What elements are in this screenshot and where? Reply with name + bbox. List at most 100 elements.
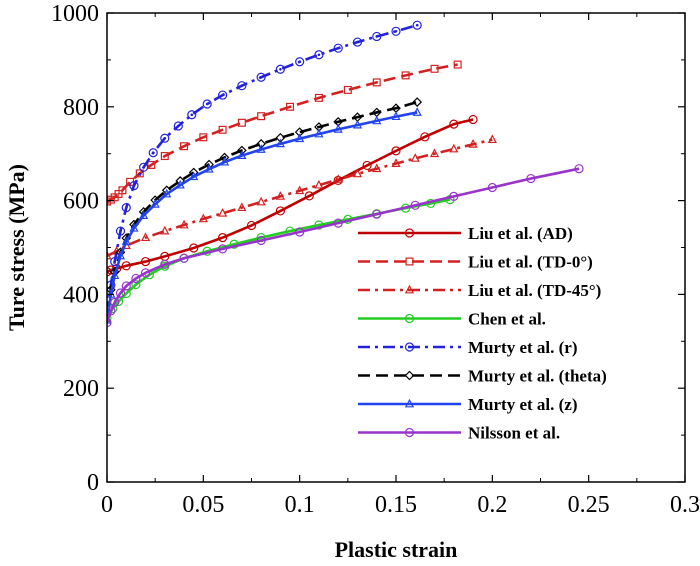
series-7 bbox=[107, 164, 584, 328]
legend-item: Liu et al. (AD) bbox=[358, 224, 573, 243]
data-point bbox=[333, 124, 343, 133]
data-point bbox=[115, 226, 126, 236]
data-point-dot bbox=[190, 113, 194, 117]
data-point bbox=[129, 180, 139, 191]
data-point-dot bbox=[142, 166, 145, 169]
data-point bbox=[362, 160, 372, 171]
data-point bbox=[314, 220, 324, 230]
data-point bbox=[246, 220, 257, 231]
data-point bbox=[115, 288, 126, 298]
data-point-dot bbox=[240, 84, 244, 87]
data-point bbox=[372, 209, 382, 219]
x-tick-label: 0 bbox=[101, 492, 113, 518]
data-point bbox=[295, 133, 305, 143]
data-point bbox=[160, 133, 170, 143]
data-point bbox=[121, 203, 131, 213]
legend-item: Murty et al. (theta) bbox=[358, 367, 607, 386]
data-point-dot bbox=[279, 67, 282, 71]
data-point-dot bbox=[205, 102, 209, 106]
data-point bbox=[139, 162, 149, 172]
y-tick-label: 400 bbox=[63, 282, 99, 308]
legend-label: Chen et al. bbox=[468, 310, 546, 329]
x-axis-title: Plastic strain bbox=[335, 537, 458, 562]
data-point bbox=[286, 102, 295, 111]
data-point-dot bbox=[408, 345, 411, 349]
data-point bbox=[198, 213, 208, 223]
data-point bbox=[219, 156, 230, 166]
data-point bbox=[404, 228, 415, 238]
series-2 bbox=[107, 134, 497, 260]
data-point bbox=[140, 232, 151, 242]
data-point-dot bbox=[221, 93, 224, 97]
data-point bbox=[107, 250, 112, 260]
data-point bbox=[110, 297, 120, 307]
data-point bbox=[179, 219, 189, 229]
data-point bbox=[333, 43, 343, 53]
data-point bbox=[352, 119, 363, 129]
data-point-dot bbox=[176, 124, 180, 128]
data-point bbox=[449, 119, 459, 129]
data-point bbox=[121, 236, 131, 246]
data-point bbox=[121, 261, 131, 271]
data-point bbox=[118, 186, 127, 195]
data-point bbox=[295, 57, 305, 67]
series-line bbox=[107, 100, 418, 315]
legend-item: Nilsson et al. bbox=[358, 424, 560, 443]
data-point bbox=[304, 191, 314, 201]
data-point bbox=[148, 148, 158, 158]
data-point bbox=[257, 112, 266, 121]
data-point bbox=[175, 179, 185, 189]
data-point bbox=[343, 85, 352, 94]
x-tick-label: 0.2 bbox=[477, 492, 507, 518]
y-tick-label: 0 bbox=[87, 470, 99, 496]
data-point bbox=[404, 284, 415, 294]
data-point-dot bbox=[151, 151, 155, 155]
series-1 bbox=[107, 60, 462, 206]
data-point bbox=[107, 317, 112, 328]
data-point bbox=[131, 273, 141, 284]
y-tick-label: 600 bbox=[63, 189, 99, 215]
legend-item: Murty et al. (r) bbox=[358, 338, 578, 357]
data-point bbox=[199, 133, 208, 142]
data-point bbox=[131, 279, 141, 290]
series-4 bbox=[107, 20, 422, 318]
data-point bbox=[147, 160, 156, 169]
data-point bbox=[372, 31, 382, 42]
data-point bbox=[160, 259, 170, 269]
data-point bbox=[404, 398, 415, 408]
data-point bbox=[314, 93, 323, 102]
data-point bbox=[256, 139, 266, 149]
data-point bbox=[404, 313, 415, 324]
legend-label: Liu et al. (AD) bbox=[468, 224, 573, 243]
data-point bbox=[487, 134, 497, 144]
data-point bbox=[115, 250, 126, 260]
legend-label: Liu et al. (TD-0°) bbox=[468, 253, 593, 272]
data-point bbox=[275, 206, 285, 216]
series-layer bbox=[107, 20, 584, 328]
data-point bbox=[333, 218, 343, 228]
data-point bbox=[180, 142, 189, 151]
data-point bbox=[160, 152, 169, 161]
data-point bbox=[275, 132, 286, 143]
data-point bbox=[574, 164, 584, 174]
data-point bbox=[391, 111, 401, 121]
y-tick-label: 200 bbox=[63, 376, 99, 402]
data-point bbox=[237, 202, 247, 212]
data-point bbox=[391, 26, 401, 36]
ticks-layer: 0 0.05 0.1 0.15 0.2 0.25 0.3 0 200 400 600 800 1000 bbox=[51, 1, 700, 518]
data-point bbox=[412, 20, 422, 30]
data-point bbox=[487, 182, 497, 193]
data-point bbox=[449, 191, 459, 201]
series-0 bbox=[107, 114, 478, 277]
data-point-dot bbox=[298, 60, 301, 64]
data-point bbox=[449, 143, 459, 153]
data-point bbox=[204, 163, 214, 173]
legend: Liu et al. (AD) Liu et al. (TD-0°) Liu et … bbox=[358, 224, 607, 443]
data-point bbox=[173, 121, 183, 131]
data-point bbox=[218, 125, 227, 134]
series-line bbox=[107, 111, 418, 321]
data-point-dot bbox=[394, 29, 398, 33]
data-point bbox=[135, 169, 144, 178]
data-point bbox=[405, 257, 414, 266]
data-point bbox=[121, 281, 131, 291]
